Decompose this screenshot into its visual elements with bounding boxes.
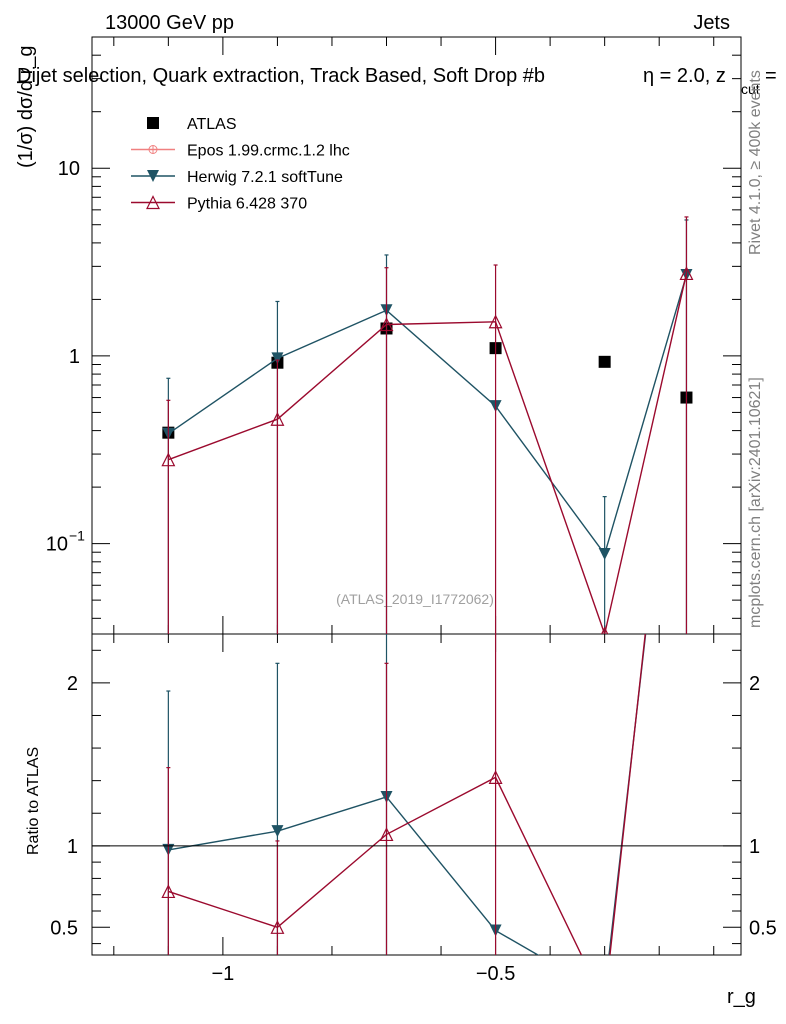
marker-triangle-up — [488, 770, 503, 784]
mcplots-label: mcplots.cern.ch [arXiv:2401.10621] — [747, 377, 764, 628]
legend: ATLAS Epos 1.99.crmc.1.2 lhc Herwig 7.2.1 … — [131, 116, 350, 213]
marker-square — [598, 355, 611, 368]
ratio-series-line — [168, 634, 646, 955]
y-tick-label-exponent: −1 — [69, 528, 85, 544]
legend-label: Epos 1.99.crmc.1.2 lhc — [187, 143, 350, 160]
plot-title: Dijet selection, Quark extraction, Track… — [17, 65, 545, 87]
marker-triangle-down — [271, 352, 284, 365]
ratio-y-tick-label-right: 1 — [749, 836, 760, 858]
rivet-side: Rivet 4.1.0, ≥ 400k events — [747, 70, 764, 255]
y-tick-label: 1 — [69, 346, 80, 368]
series-line — [168, 273, 688, 634]
plot-title-eta: η = 2.0, z — [643, 65, 726, 87]
y-tick-label: 10 — [46, 534, 68, 556]
ratio-y-axis-title: Ratio to ATLAS — [25, 747, 42, 855]
marker-square — [147, 117, 159, 129]
ratio-y-tick-label: 1 — [67, 836, 78, 858]
marker-triangle-up — [379, 317, 394, 332]
y-axis-label: (1/σ) dσ/d r_g — [15, 45, 37, 168]
ratio-y-tick-label-right: 0.5 — [749, 917, 777, 939]
legend-label: ATLAS — [187, 116, 237, 133]
marker-triangle-down — [271, 825, 284, 838]
marker-triangle-down — [147, 170, 159, 182]
ratio-data-layer — [92, 634, 741, 1009]
legend-label: Herwig 7.2.1 softTune — [187, 169, 343, 186]
x-axis-label: r_g — [727, 986, 756, 1008]
marker-triangle-up — [679, 266, 694, 281]
ratio-y-tick-label: 0.5 — [50, 917, 78, 939]
marker-triangle-up — [270, 411, 285, 426]
category-label: Jets — [693, 12, 730, 34]
ratio-plot-frame — [91, 633, 742, 956]
y-tick-label: 10 — [58, 158, 80, 180]
marker-triangle-up — [146, 195, 160, 210]
legend-label: Pythia 6.428 370 — [187, 196, 307, 213]
analysis-watermark: (ATLAS_2019_I1772062) — [336, 591, 494, 607]
rivet-label: Rivet 4.1.0, ≥ 400k events — [747, 70, 764, 255]
marker-triangle-up — [379, 827, 394, 842]
axis-ticks — [92, 36, 741, 955]
main-data-layer — [161, 216, 694, 634]
marker-triangle-down — [598, 548, 611, 561]
marker-triangle-up — [161, 884, 176, 899]
ratio-y-tick-label-right: 2 — [749, 673, 760, 695]
marker-triangle-up — [270, 919, 285, 934]
y-axis-title: (1/σ) dσ/d r_g — [15, 45, 37, 168]
mcplots-side: mcplots.cern.ch [arXiv:2401.10621] — [747, 377, 764, 628]
plot-title-sub: cut — [741, 81, 760, 97]
marker-triangle-down — [599, 987, 611, 999]
x-tick-label: −1 — [211, 963, 234, 985]
marker-triangle-up — [488, 314, 503, 329]
marker-triangle-up — [161, 452, 176, 467]
main-clipped — [161, 216, 694, 634]
energy-label: 13000 GeV pp — [105, 12, 234, 34]
series-line — [167, 274, 688, 556]
x-tick-label: −0.5 — [476, 963, 515, 985]
plot-title-eq: = — [765, 65, 777, 87]
ratio-y-tick-label: 2 — [67, 673, 78, 695]
ratio-clipped — [161, 634, 647, 1009]
marker-triangle-up — [599, 997, 611, 1009]
ratio-y-axis-label: Ratio to ATLAS — [25, 747, 42, 855]
